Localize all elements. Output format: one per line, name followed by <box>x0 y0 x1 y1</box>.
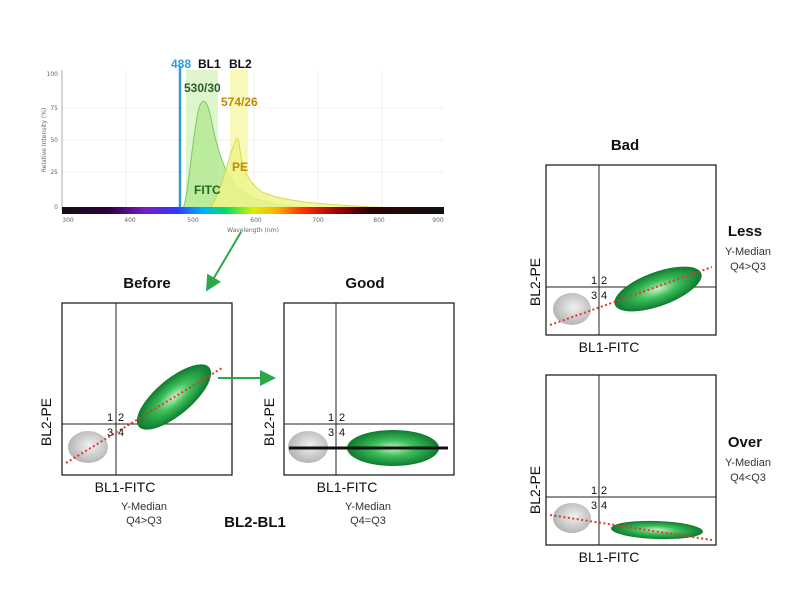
trend-line <box>549 514 713 541</box>
x-tick: 800 <box>373 217 385 224</box>
spectrum-x-ticks: 300 400 500 600 700 800 900 <box>62 217 444 224</box>
spectrum-gridlines <box>62 70 444 210</box>
quadrant-3-label: 3 <box>591 500 597 512</box>
median-label: Y-Median <box>121 501 167 513</box>
y-axis-label: BL2-PE <box>38 398 54 446</box>
quadrant-1-label: 1 <box>107 412 113 424</box>
median-label: Y-Median <box>725 457 771 469</box>
x-axis-label: BL1-FITC <box>579 339 640 355</box>
x-tick: 400 <box>124 217 136 224</box>
bl1-channel-label: BL1 <box>198 57 221 71</box>
median-comparison: Q4>Q3 <box>126 515 162 527</box>
median-comparison: Q4<Q3 <box>730 472 766 484</box>
y-tick: 50 <box>50 137 58 144</box>
x-axis-label: BL1-FITC <box>317 479 378 495</box>
trend-line <box>549 266 713 326</box>
compensation-label: BL2-BL1 <box>224 514 286 531</box>
y-tick: 0 <box>54 204 58 211</box>
spectrum-y-ticks: 100 75 50 25 0 <box>47 71 59 211</box>
median-comparison: Q4=Q3 <box>350 515 386 527</box>
quadrant-2-label: 2 <box>601 275 607 287</box>
y-tick: 25 <box>50 169 58 176</box>
side-title: Less <box>728 223 762 240</box>
bl2-filter-label: 574/26 <box>221 95 258 109</box>
x-tick: 600 <box>250 217 262 224</box>
quadrant-2-label: 2 <box>118 412 124 424</box>
bl2-channel-label: BL2 <box>229 57 252 71</box>
median-label: Y-Median <box>725 246 771 258</box>
median-comparison: Q4>Q3 <box>730 261 766 273</box>
bad-section-title: Bad <box>611 137 639 154</box>
y-tick: 75 <box>50 105 58 112</box>
spectrum-chart: 100 75 50 25 0 300 400 500 600 700 800 9… <box>41 57 444 234</box>
negative-population <box>553 503 591 533</box>
positive-population <box>614 266 702 312</box>
quadrant-4-label: 4 <box>339 427 345 439</box>
quadrant-4-label: 4 <box>601 290 607 302</box>
pe-curve-label: PE <box>232 160 248 174</box>
quadrant-4-label: 4 <box>118 427 124 439</box>
bl1-filter-label: 530/30 <box>184 81 221 95</box>
y-tick: 100 <box>47 71 59 78</box>
x-tick: 700 <box>312 217 324 224</box>
side-title: Over <box>728 434 762 451</box>
quadrant-3-label: 3 <box>107 427 113 439</box>
x-axis-label: BL1-FITC <box>95 479 156 495</box>
x-tick: 300 <box>62 217 74 224</box>
x-tick: 500 <box>187 217 199 224</box>
quadrant-3-label: 3 <box>328 427 334 439</box>
quadrant-3-label: 3 <box>591 290 597 302</box>
quadrant-4-label: 4 <box>601 500 607 512</box>
pe-emission-curve <box>208 138 401 209</box>
plot-title: Before <box>123 275 171 292</box>
median-label: Y-Median <box>345 501 391 513</box>
negative-population <box>553 293 591 325</box>
x-tick: 900 <box>432 217 444 224</box>
wavelength-color-bar <box>62 207 444 214</box>
y-axis-label: BL2-PE <box>527 466 543 514</box>
quadrant-2-label: 2 <box>339 412 345 424</box>
plot-title: Good <box>345 275 384 292</box>
plot-before: Before 1 2 3 4 BL2-PE BL1-FITC Y-Median … <box>38 275 233 527</box>
quadrant-1-label: 1 <box>328 412 334 424</box>
quadrant-2-label: 2 <box>601 485 607 497</box>
plot-good: Good 1 2 3 4 BL2-PE BL1-FITC Y-Median Q4… <box>261 275 455 527</box>
trend-line <box>65 367 223 464</box>
y-axis-label: BL2-PE <box>261 398 277 446</box>
laser-488-label: 488 <box>171 57 191 71</box>
quadrant-1-label: 1 <box>591 275 597 287</box>
x-axis-label: BL1-FITC <box>579 549 640 565</box>
quadrant-1-label: 1 <box>591 485 597 497</box>
plot-bad-less: 1 2 3 4 BL2-PE BL1-FITC Less Y-Median Q4… <box>527 164 771 355</box>
spectrum-x-axis-label: Wavelength (nm) <box>227 227 279 234</box>
y-axis-label: BL2-PE <box>527 258 543 306</box>
spectrum-y-axis-label: Relative Intensity (%) <box>41 108 48 173</box>
fitc-curve-label: FITC <box>194 183 221 197</box>
plot-bad-over: 1 2 3 4 BL2-PE BL1-FITC Over Y-Median Q4… <box>527 374 771 565</box>
spectrum-to-before-arrow <box>205 231 242 292</box>
